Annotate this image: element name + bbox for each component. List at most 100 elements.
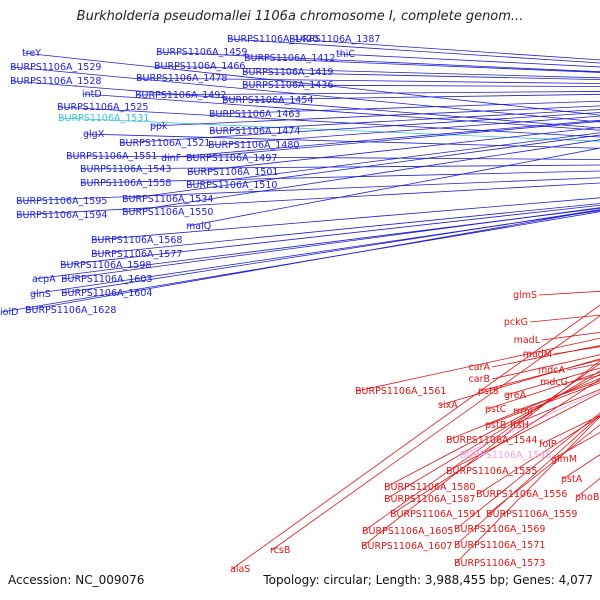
gene-label: BURPS1106A_1525 (57, 102, 148, 113)
connector-line (245, 57, 600, 73)
connector-line (120, 112, 600, 144)
gene-label: intD (82, 89, 102, 100)
connector-line (228, 38, 600, 64)
connector-line (155, 65, 600, 79)
connector-line (505, 367, 600, 396)
connector-line (11, 80, 600, 129)
connector-line (210, 109, 600, 132)
gene-label: BURPS1106A_1559 (486, 509, 577, 520)
gene-label: BURPS1106A_1466 (154, 61, 245, 72)
gene-label: BURPS1106A_1412 (244, 53, 335, 64)
gene-label: glmM (551, 454, 577, 465)
gene-label: rrmJ (513, 406, 533, 417)
gene-label: treY (22, 48, 41, 59)
map-title: Burkholderia pseudomallei 1106a chromoso… (76, 9, 524, 24)
gene-label: malQ (186, 221, 211, 232)
connector-line (455, 412, 600, 530)
gene-label: BURPS1106A_1436 (242, 80, 333, 91)
connector-line (477, 415, 600, 495)
gene-label: BURPS1106A_1480 (208, 140, 299, 151)
connector-line (31, 210, 600, 295)
gene-label: pstS (478, 386, 499, 397)
gene-label: BURPS1106A_1463 (209, 109, 300, 120)
connector-line (455, 416, 600, 564)
connector-line (187, 147, 600, 227)
gene-label: ppk (150, 121, 168, 132)
connector-line (552, 432, 600, 460)
connector-line (92, 197, 600, 241)
gene-label: BURPS1106A_1603 (61, 274, 152, 285)
gene-label: BURPS1106A_1419 (242, 67, 333, 78)
connector-line (33, 207, 600, 280)
gene-label: BURPS1106A_1544 (446, 435, 537, 446)
connector-line (26, 209, 600, 311)
accession-text: Accession: NC_009076 (8, 573, 145, 587)
connector-line (385, 373, 600, 488)
gene-label: BURPS1106A_1501 (187, 167, 278, 178)
gene-label: dinF (161, 153, 181, 164)
connector-line (487, 424, 600, 515)
gene-label: madL (514, 335, 541, 346)
gene-label: BURPS1106A_1569 (454, 524, 545, 535)
gene-label: BURPS1106A_1521 (119, 138, 210, 149)
gene-label: sixA (438, 400, 458, 411)
connector-line (11, 66, 600, 123)
connector-line (538, 290, 600, 296)
gene-label: BURPS1106A_1568 (91, 235, 182, 246)
gene-label: BURPS1106A_1534 (122, 194, 213, 205)
connector-line (231, 304, 600, 570)
gene-label: phoB (575, 492, 599, 503)
connector-line (187, 132, 600, 186)
gene-label: carA (469, 362, 491, 373)
connector-line (243, 71, 600, 81)
connector-line (447, 392, 600, 472)
connector-line (162, 119, 600, 159)
gene-label: BURPS1106A_1607 (361, 541, 452, 552)
connector-line (223, 93, 600, 101)
connector-line (461, 390, 600, 456)
connector-line (151, 105, 600, 127)
connector-line (290, 38, 600, 61)
gene-label: mdcG (540, 377, 568, 388)
connector-line (337, 53, 600, 68)
gene-label: BURPS1106A_1420 (227, 34, 318, 45)
connector-line (210, 100, 600, 115)
connector-line (540, 414, 600, 445)
gene-label: BURPS1106A_1595 (16, 196, 107, 207)
gene-label: BURPS1106A_1545 (460, 450, 551, 461)
gene-label: alaS (230, 564, 250, 575)
gene-label: BURPS1106A_1628 (25, 305, 116, 316)
gene-label: BURPS1106A_1561 (355, 386, 446, 397)
gene-label: glmS (513, 290, 537, 301)
connector-line (123, 134, 600, 200)
connector-line (123, 139, 600, 213)
gene-label: BURPS1106A_1598 (60, 260, 151, 271)
connector-line (67, 155, 600, 160)
connector-line (271, 315, 600, 551)
connector-line (363, 363, 600, 532)
label-connector-lines (1, 38, 600, 570)
gene-label: carB (469, 374, 490, 385)
connector-line (1, 211, 600, 313)
connector-line (391, 378, 600, 515)
connector-line (62, 207, 600, 280)
gene-label: BURPS1106A_1591 (390, 509, 481, 520)
gene-label: BURPS1106A_1573 (454, 558, 545, 569)
gene-label: BURPS1106A_1556 (476, 489, 567, 500)
connector-line (356, 337, 600, 392)
connector-line (188, 126, 600, 173)
connector-line (58, 106, 600, 138)
gene-label: glnS (30, 289, 51, 300)
gene-label: pckG (504, 317, 528, 328)
gene-label: BURPS1106A_1594 (16, 210, 107, 221)
gene-label: greA (504, 390, 527, 401)
gene-label: folP (539, 439, 557, 450)
gene-label: ftsH (510, 420, 529, 431)
gene-label: pstA (561, 474, 583, 485)
gene-label: BURPS1106A_1459 (156, 47, 247, 58)
connector-line (541, 332, 600, 341)
gene-label: BURPS1106A_1587 (384, 494, 475, 505)
gene-label: BURPS1106A_1492 (135, 90, 226, 101)
gene-label: BURPS1106A_1528 (10, 76, 101, 87)
